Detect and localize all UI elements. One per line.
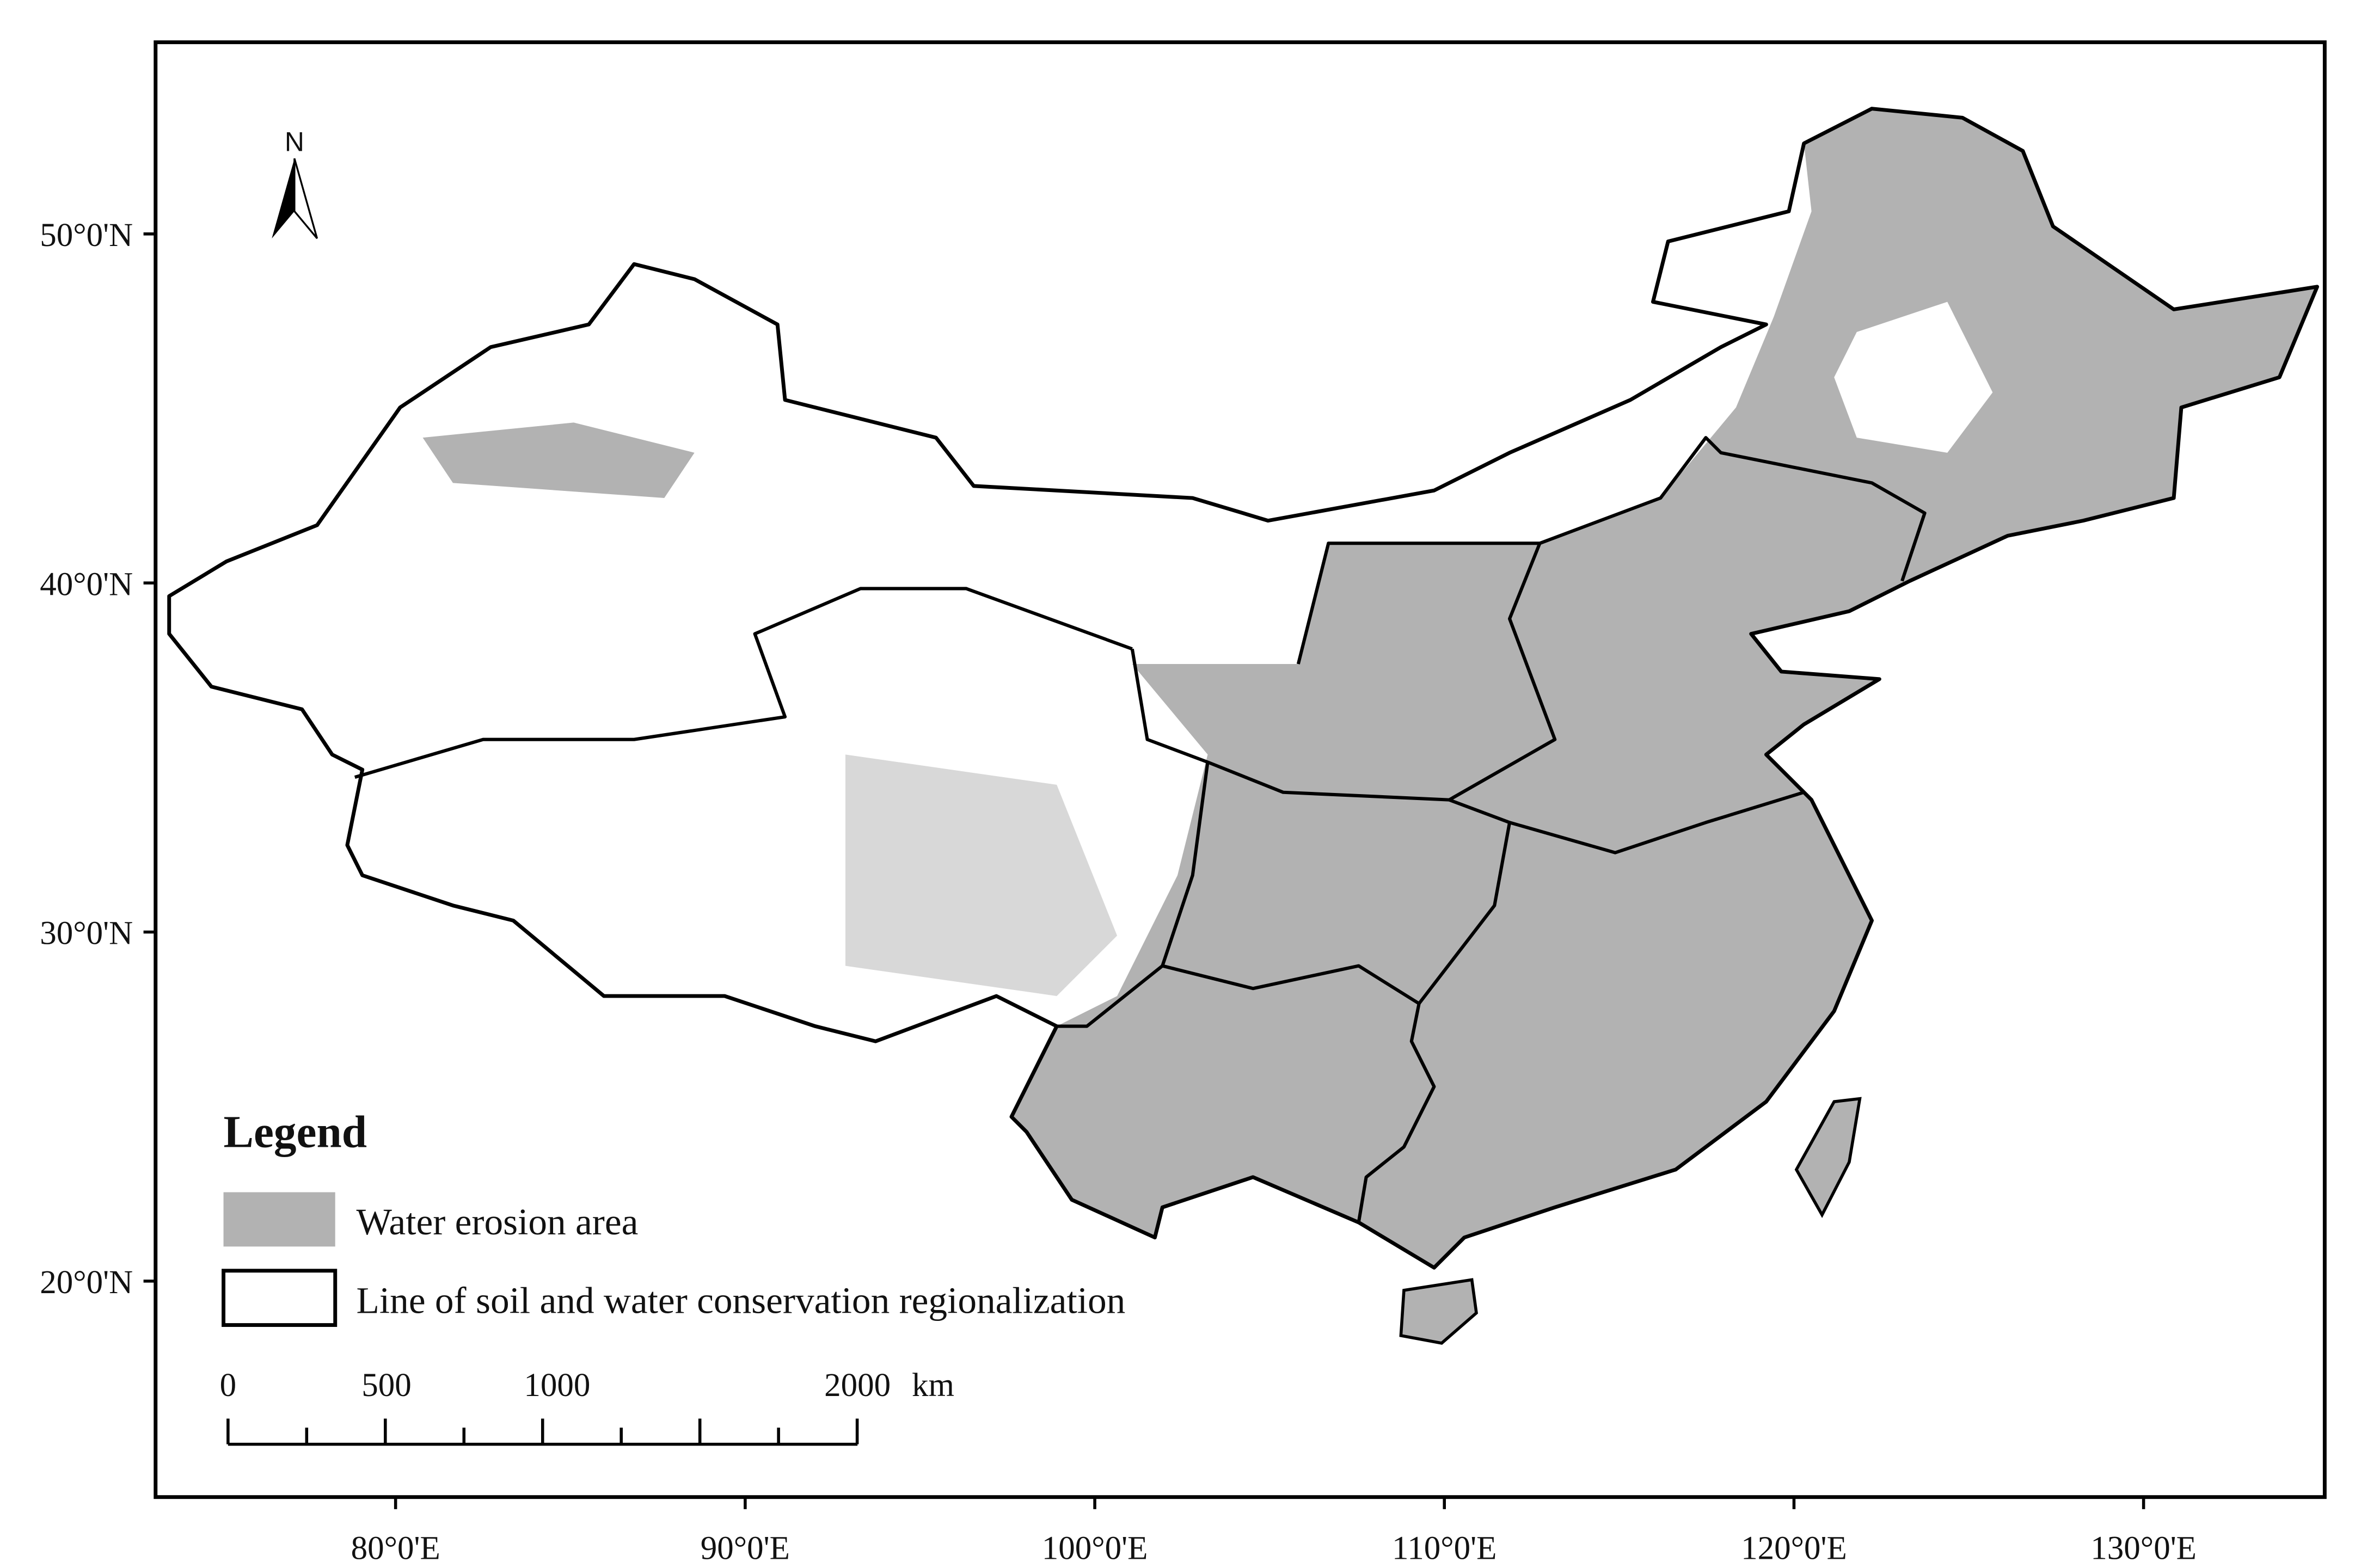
legend: Legend Water erosion area Line of soil a… — [222, 1106, 1126, 1327]
scale-label: 500 — [361, 1367, 411, 1404]
north-arrow-right — [293, 158, 318, 239]
lon-label: 120°0'E — [1741, 1530, 1847, 1566]
hainan — [1399, 1278, 1478, 1345]
region-line — [1057, 964, 1164, 1028]
north-label: N — [285, 126, 304, 157]
lat-label: 20°0'N — [40, 1264, 133, 1301]
lon-label: 90°0'E — [701, 1530, 790, 1566]
scale-label: 2000 — [824, 1367, 891, 1404]
country-boundary — [167, 107, 2319, 1270]
scale-unit: km — [912, 1367, 954, 1404]
region-line — [1296, 542, 1540, 665]
legend-swatch-erosion — [223, 1192, 335, 1247]
lon-label: 130°0'E — [2090, 1530, 2197, 1566]
region-lines — [354, 436, 1927, 1223]
region-line — [1539, 436, 1927, 582]
region-line — [354, 587, 1133, 779]
legend-item: Water erosion area — [357, 1201, 639, 1243]
lat-label: 50°0'N — [40, 217, 133, 254]
lat-label: 40°0'N — [40, 566, 133, 602]
region-line — [1130, 543, 1557, 802]
legend-title: Legend — [224, 1106, 367, 1157]
water-erosion-patch — [845, 754, 1118, 997]
lon-label: 100°0'E — [1042, 1530, 1148, 1566]
region-line — [1449, 798, 1511, 825]
scale-label: 0 — [220, 1367, 237, 1404]
land — [167, 107, 2319, 1345]
non-erosion-patch — [1834, 302, 1993, 453]
legend-item: Line of soil and water conservation regi… — [357, 1279, 1126, 1321]
lon-label: 80°0'E — [351, 1530, 440, 1566]
region-line — [1357, 1003, 1436, 1223]
scale-label: 1000 — [524, 1367, 590, 1404]
water-erosion-area — [1011, 108, 2317, 1268]
lon-label: 110°0'E — [1392, 1530, 1497, 1566]
lat-label: 30°0'N — [40, 915, 133, 952]
region-line — [1161, 761, 1805, 1006]
map-frame — [154, 40, 2327, 1499]
legend-swatch-line — [222, 1269, 338, 1327]
scale-bar: 0 500 1000 2000 km — [220, 1367, 954, 1446]
water-erosion-patch — [422, 422, 695, 499]
taiwan — [1794, 1097, 1862, 1218]
